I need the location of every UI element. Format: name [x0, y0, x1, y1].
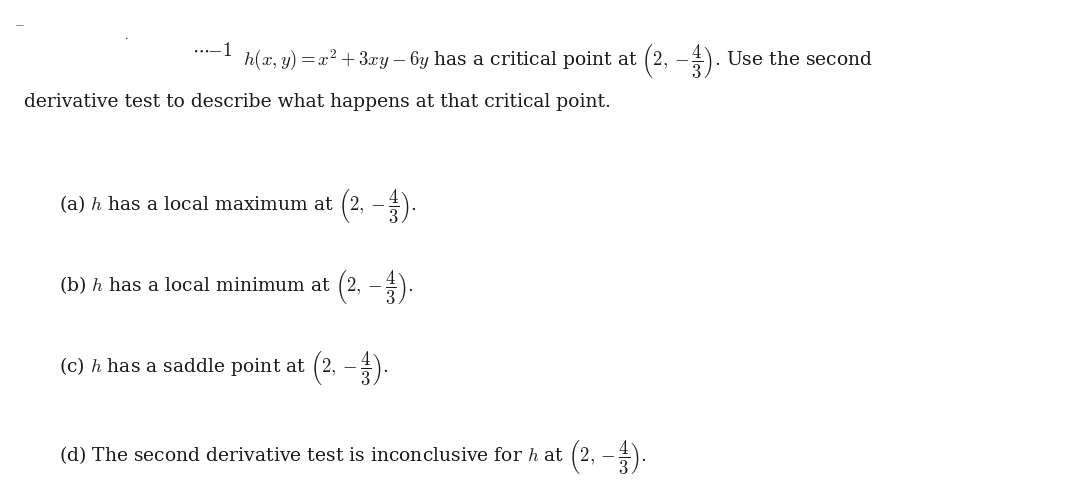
- Text: $\cdots\!\!-\!1$: $\cdots\!\!-\!1$: [192, 42, 232, 60]
- Text: derivative test to describe what happens at that critical point.: derivative test to describe what happens…: [24, 93, 610, 112]
- Text: $-$: $-$: [14, 17, 25, 30]
- Text: $h(x, y) = x^2 + 3xy - 6y$ has a critical point at $\left(2, -\dfrac{4}{3}\right: $h(x, y) = x^2 + 3xy - 6y$ has a critica…: [243, 42, 873, 80]
- Text: (a) $h$ has a local maximum at $\left(2, -\dfrac{4}{3}\right)$.: (a) $h$ has a local maximum at $\left(2,…: [59, 187, 417, 225]
- Text: $.$: $.$: [124, 29, 129, 41]
- Text: (d) The second derivative test is inconclusive for $h$ at $\left(2, -\dfrac{4}{3: (d) The second derivative test is inconc…: [59, 438, 647, 476]
- Text: (b) $h$ has a local minimum at $\left(2, -\dfrac{4}{3}\right)$.: (b) $h$ has a local minimum at $\left(2,…: [59, 268, 415, 306]
- Text: (c) $h$ has a saddle point at $\left(2, -\dfrac{4}{3}\right)$.: (c) $h$ has a saddle point at $\left(2, …: [59, 349, 389, 387]
